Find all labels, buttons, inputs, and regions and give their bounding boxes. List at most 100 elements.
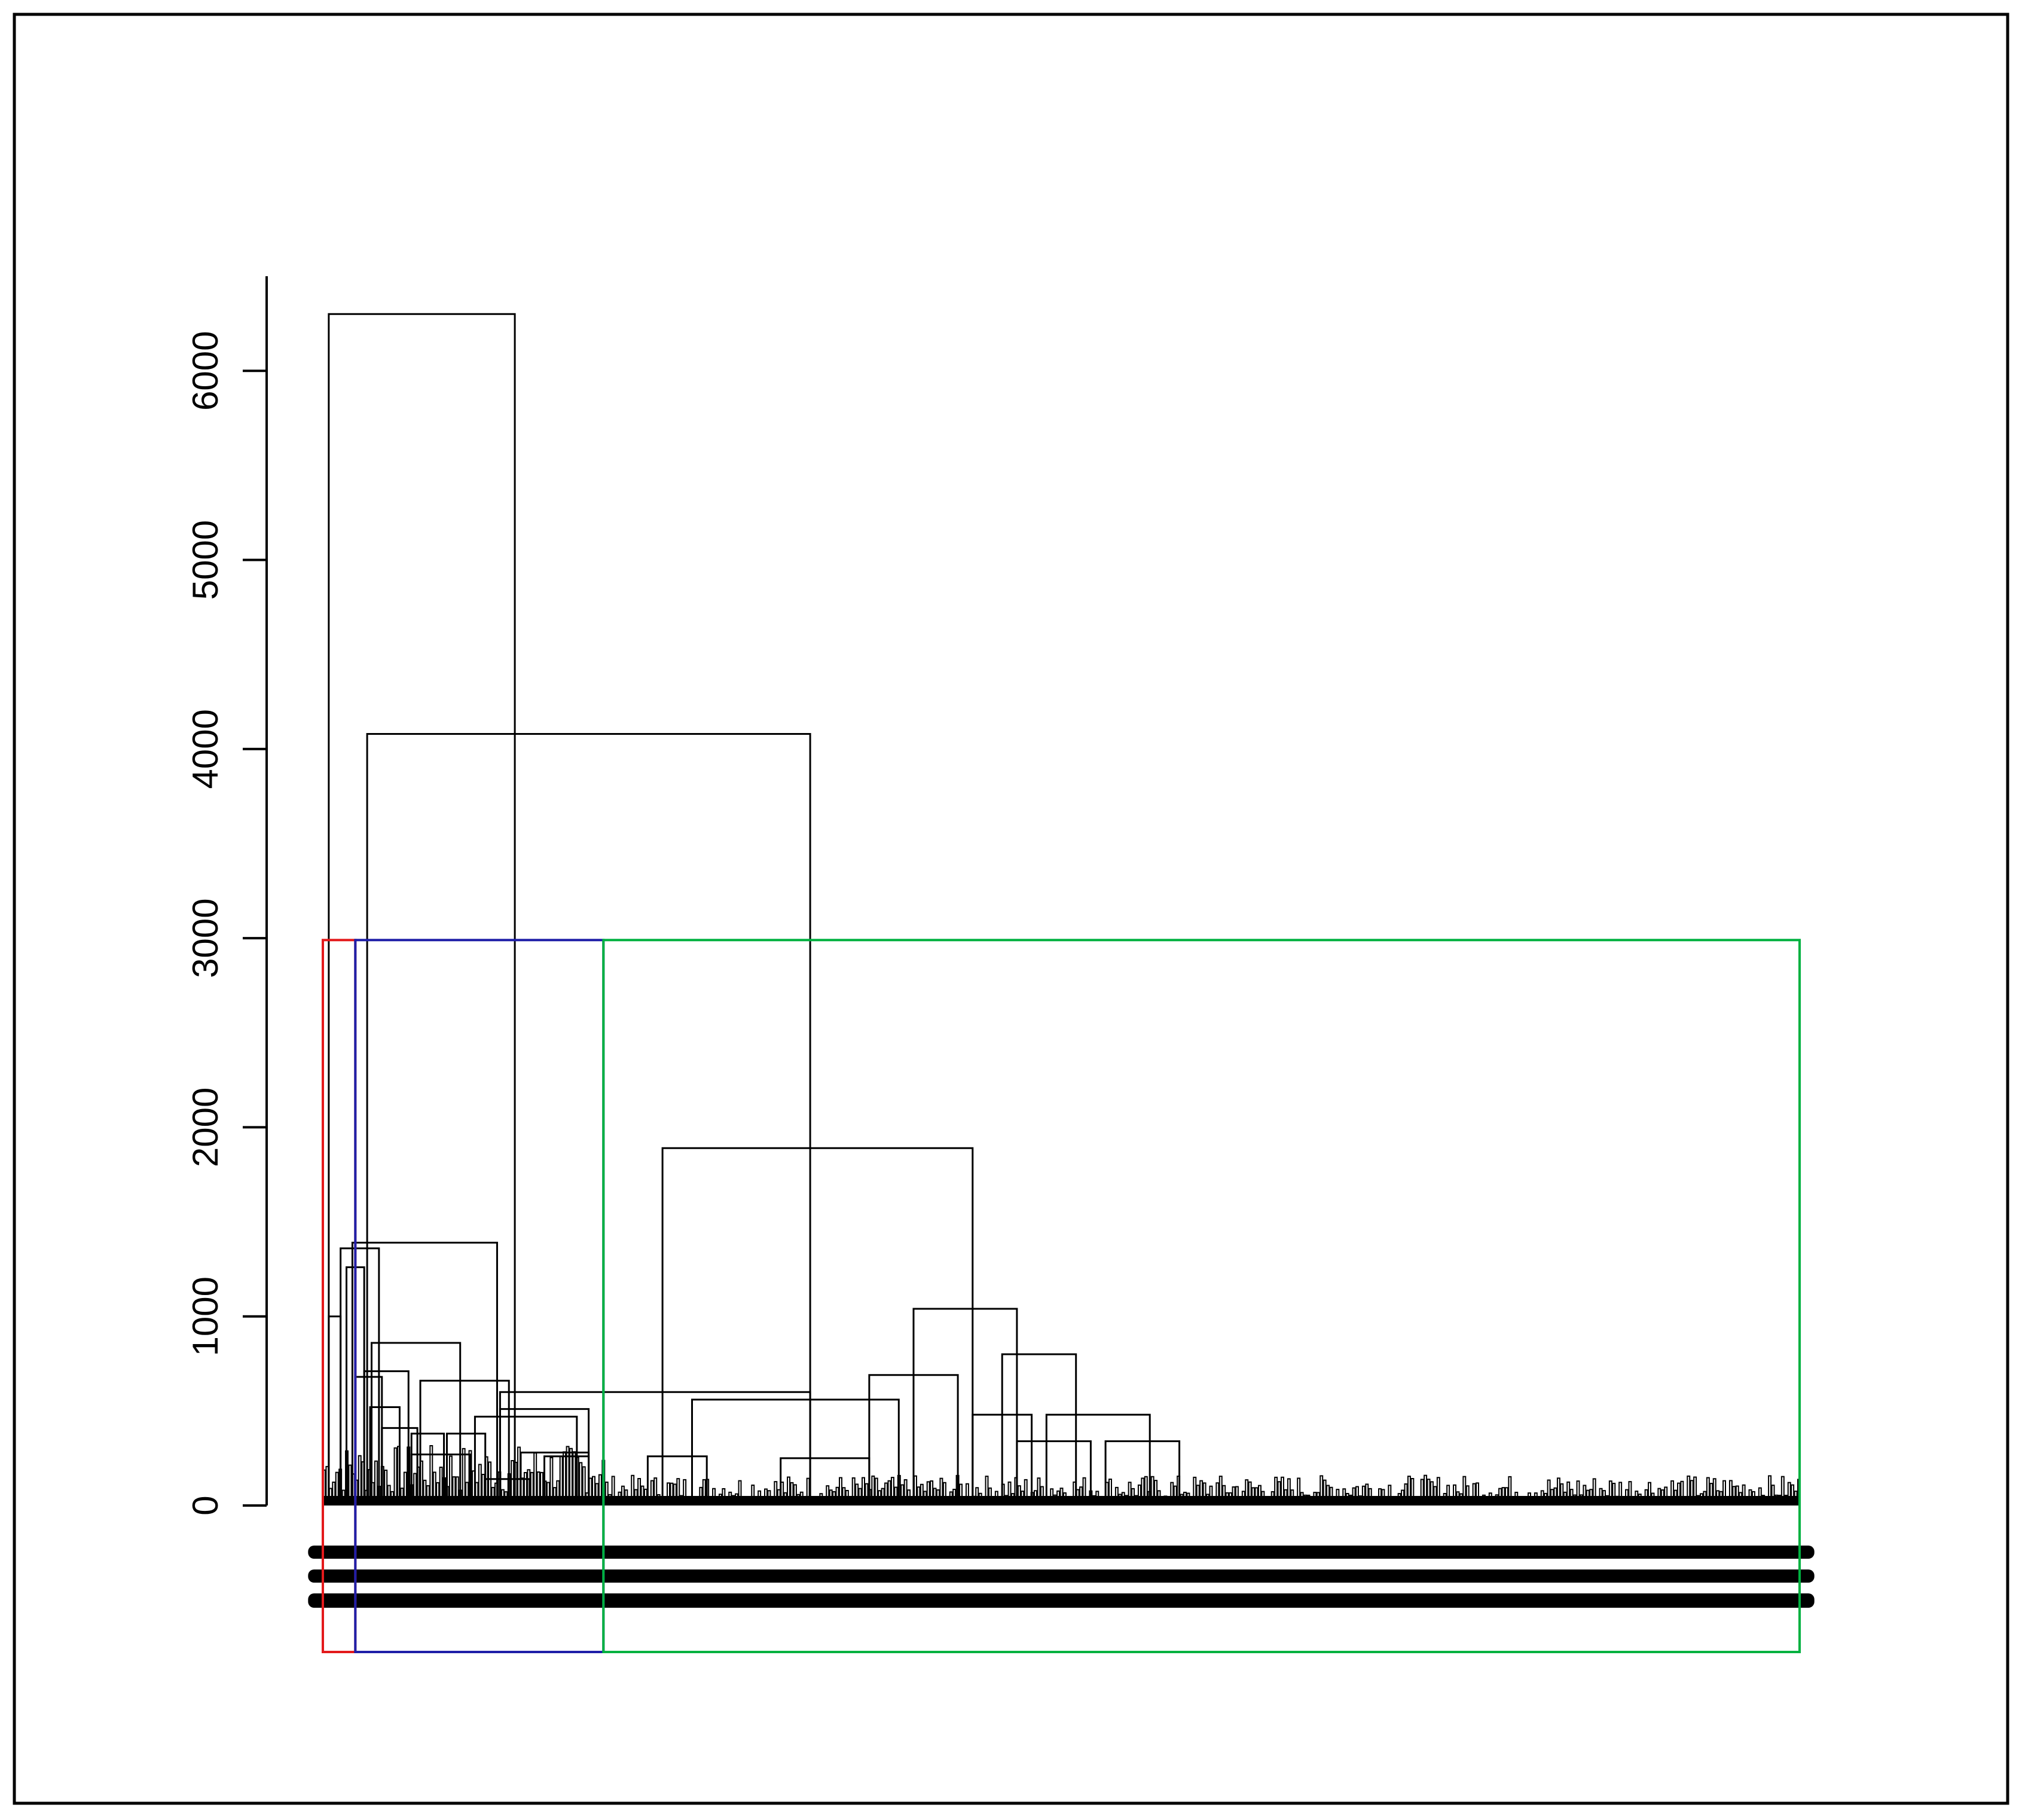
leaf-branch: [790, 1482, 794, 1506]
leaf-branch: [475, 1482, 479, 1506]
leaf-branch: [358, 1455, 362, 1506]
leaf-branch: [1361, 1485, 1366, 1506]
leaf-branch: [1209, 1485, 1213, 1506]
leaf-branch: [1556, 1477, 1560, 1506]
leaf-branch: [621, 1485, 625, 1506]
merge-link: [366, 733, 811, 1506]
leaf-branch: [604, 1482, 609, 1506]
leaf-branch: [1424, 1474, 1428, 1506]
leaf-branch: [543, 1480, 547, 1506]
leaf-branch: [488, 1461, 492, 1506]
leaf-branch: [1608, 1480, 1612, 1506]
leaf-branch: [533, 1452, 537, 1506]
leaf-branch: [393, 1447, 398, 1506]
leaf-branch: [348, 1464, 352, 1506]
leaf-branch: [549, 1456, 554, 1506]
leaf-branch: [1462, 1476, 1467, 1506]
cluster-boxes: [322, 939, 1801, 1653]
leaf-baseline: [323, 1496, 1800, 1506]
leaf-branch: [1073, 1481, 1077, 1506]
leaf-branch: [462, 1448, 466, 1506]
leaf-branch: [1476, 1482, 1480, 1506]
leaf-branch: [465, 1482, 469, 1506]
leaf-branch: [705, 1479, 710, 1506]
leaf-branch: [595, 1483, 599, 1506]
leaf-branch: [1297, 1477, 1301, 1506]
leaf-branch: [572, 1451, 576, 1506]
y-tick-label: 0: [185, 1495, 225, 1515]
leaf-branch: [913, 1475, 917, 1506]
leaf-branch: [1735, 1485, 1739, 1506]
y-tick-label: 2000: [185, 1088, 225, 1167]
leaf-branch: [396, 1446, 401, 1506]
leaf-branch: [1791, 1484, 1795, 1506]
leaf-branch: [1388, 1485, 1392, 1506]
leaf-branch: [432, 1471, 436, 1506]
leaf-branch: [1410, 1477, 1415, 1506]
merge-link: [1104, 1440, 1181, 1506]
leaf-branch: [1430, 1481, 1434, 1506]
leaf-branch: [384, 1469, 388, 1506]
leaf-branch: [345, 1450, 349, 1506]
leaf-branch: [1771, 1485, 1775, 1506]
leaf-branch: [592, 1476, 595, 1506]
leaf-branch: [1420, 1479, 1424, 1506]
merge-link: [1045, 1413, 1151, 1506]
leaf-branch: [556, 1480, 560, 1506]
leaf-branch: [631, 1474, 635, 1506]
leaf-branch: [1105, 1482, 1109, 1506]
merge-link: [410, 1453, 472, 1506]
leaf-branch: [942, 1482, 946, 1506]
leaf-branch: [523, 1471, 527, 1506]
leaf-branch: [1566, 1481, 1571, 1506]
merge-link: [1016, 1440, 1092, 1506]
merge-link: [328, 1315, 342, 1506]
y-tick-label: 5000: [185, 520, 225, 600]
leaf-branch: [865, 1483, 869, 1506]
merge-link: [661, 1147, 974, 1506]
leaf-branch: [448, 1455, 453, 1506]
leaf-branch: [1592, 1478, 1596, 1506]
leaf-branch: [1680, 1480, 1684, 1506]
leaf-branch: [676, 1478, 680, 1506]
leaf-branch: [1780, 1476, 1785, 1506]
leaf-branch: [1137, 1484, 1141, 1506]
leaf-branch: [471, 1470, 475, 1506]
leaf-branch: [338, 1468, 343, 1506]
merge-link: [351, 1241, 498, 1506]
leaf-branch: [1173, 1485, 1177, 1506]
leaf-branch: [1193, 1476, 1197, 1506]
leaf-branch: [702, 1479, 706, 1506]
leaf-branch: [887, 1480, 891, 1506]
merge-link: [972, 1413, 1033, 1506]
leaf-branch: [1612, 1482, 1616, 1506]
merge-link: [371, 1342, 462, 1506]
leaf-branch: [1768, 1475, 1772, 1506]
leaf-branch: [371, 1482, 375, 1506]
leaf-branch: [420, 1460, 423, 1506]
leaf-branch: [851, 1477, 856, 1506]
leaf-branch: [1472, 1483, 1476, 1506]
leaf-branch: [774, 1481, 778, 1506]
merge-link: [868, 1374, 959, 1506]
leaf-branch: [410, 1484, 414, 1506]
leaf-branch: [1648, 1482, 1652, 1506]
dendrogram-tree: [322, 313, 1801, 1506]
leaf-branch: [1222, 1485, 1226, 1506]
leaf-branch: [855, 1483, 859, 1506]
leaf-branch: [517, 1446, 521, 1506]
leaf-branch: [637, 1478, 642, 1506]
leaf-branch: [1281, 1476, 1284, 1506]
leaf-branch: [1583, 1485, 1587, 1506]
leaf-branch: [423, 1479, 427, 1506]
leaf-branch: [1326, 1485, 1330, 1506]
leaf-branch: [559, 1455, 563, 1506]
leaf-branch: [1322, 1479, 1327, 1506]
leaf-branch: [985, 1476, 989, 1506]
leaf-branch: [780, 1481, 784, 1506]
leaf-branch: [1670, 1480, 1675, 1506]
leaf-branch: [1287, 1478, 1291, 1506]
leaf-branch: [436, 1482, 440, 1506]
